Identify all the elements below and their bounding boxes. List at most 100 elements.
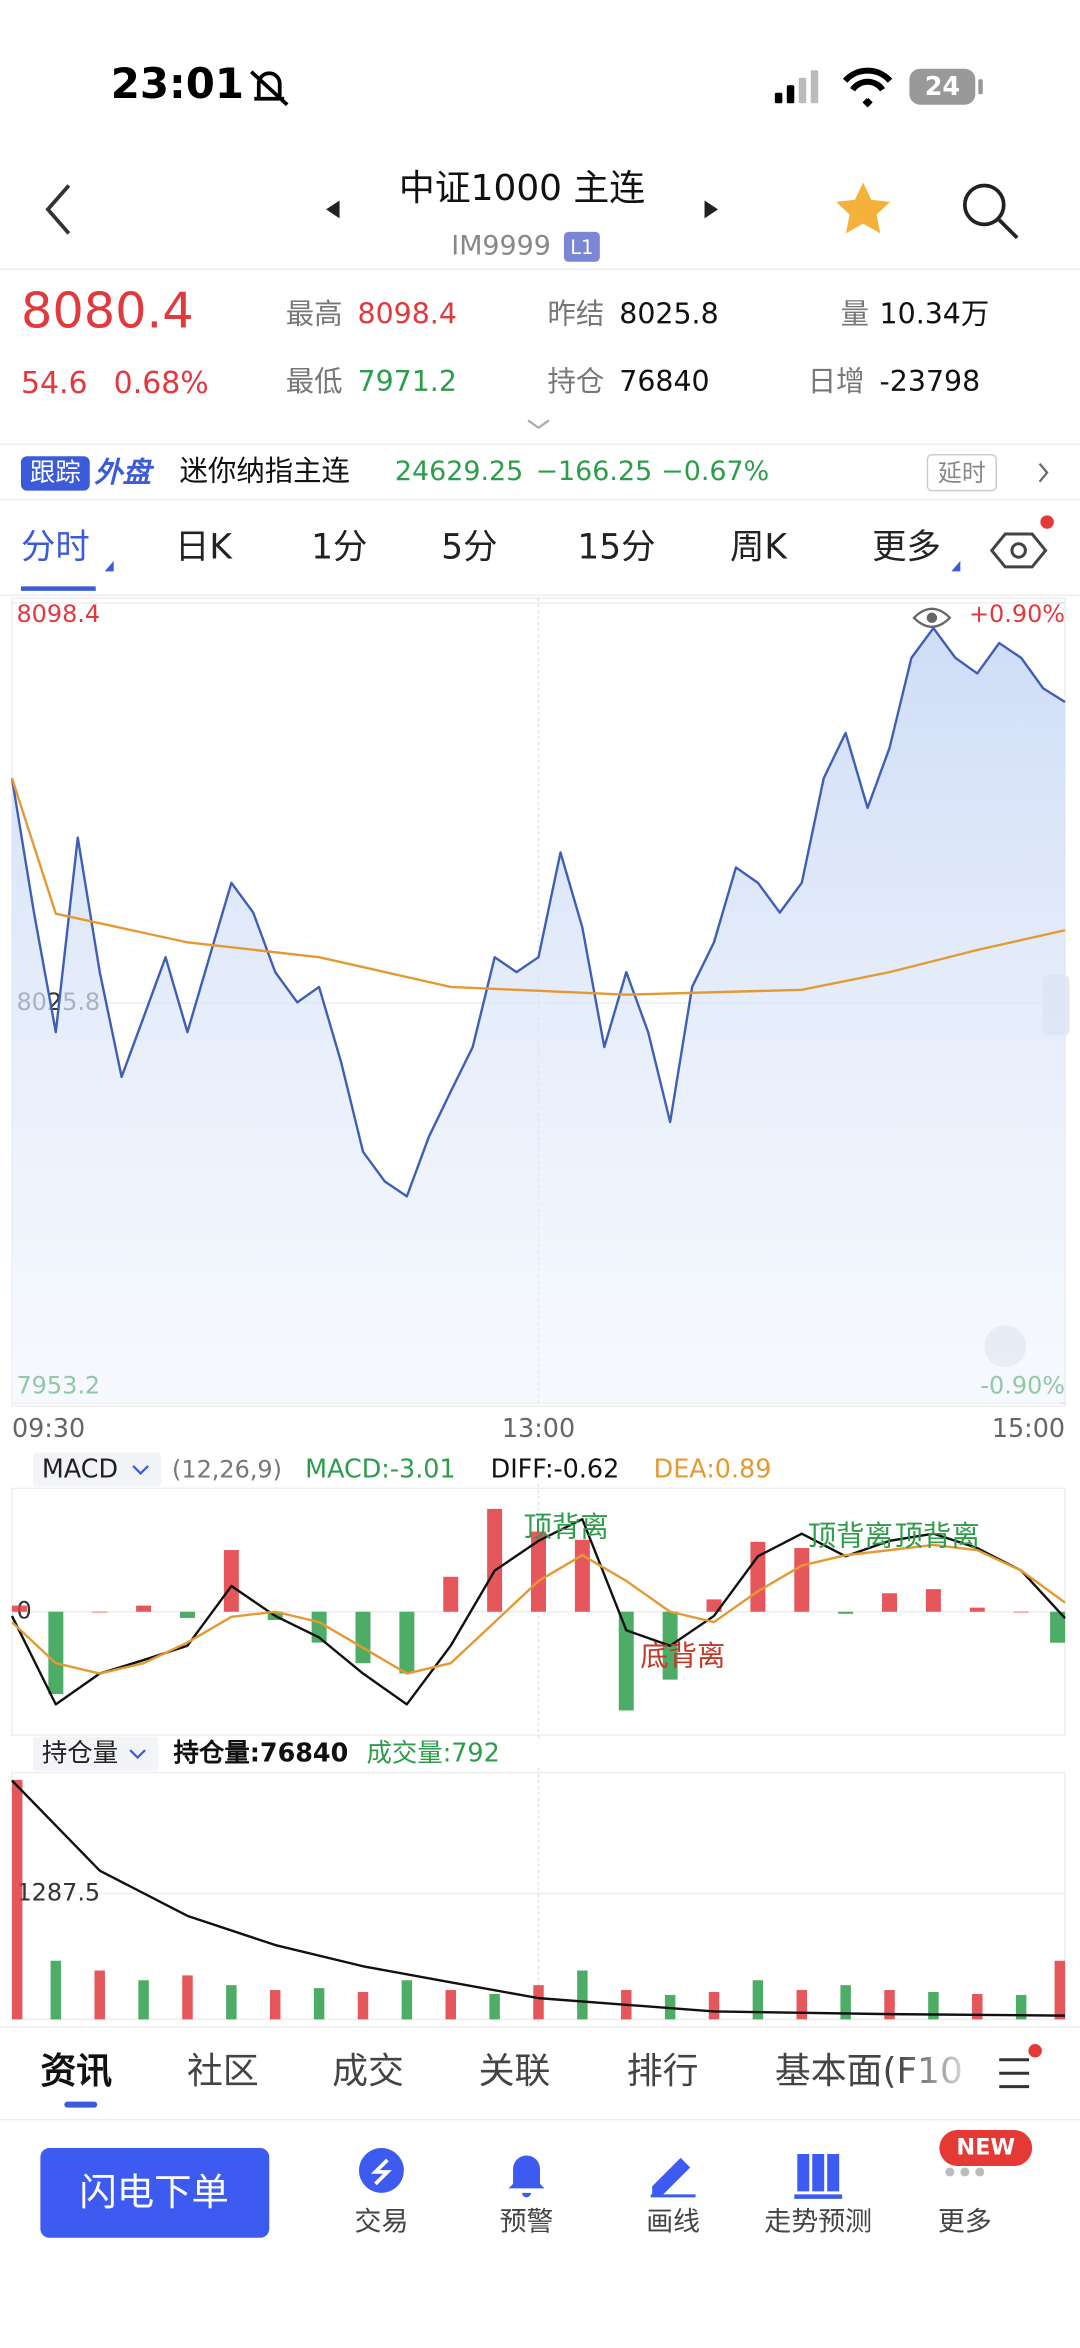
- prev-contract[interactable]: [326, 200, 340, 219]
- toolbar-item[interactable]: 更多: [938, 2206, 992, 2237]
- chart: 0: [10, 1508, 1066, 1711]
- favorite-star[interactable]: [836, 182, 891, 234]
- bar: [533, 1985, 544, 2020]
- annotation: 顶背离: [895, 1520, 980, 1553]
- bar: [487, 1508, 503, 1612]
- bar: [969, 1607, 985, 1612]
- line: [11, 1779, 1066, 2017]
- y-tick-label: 8098.4: [16, 600, 100, 628]
- high-label: 最高: [286, 298, 343, 331]
- indicator-name: 持仓量: [42, 1738, 118, 1768]
- volume-label: 量: [841, 298, 869, 331]
- annotation: 顶背离: [808, 1520, 893, 1553]
- period-tab[interactable]: 分时: [21, 527, 90, 567]
- indicator-select[interactable]: [32, 1452, 162, 1487]
- indicator-params: (12,26,9): [172, 1455, 282, 1483]
- tab-fade: [897, 2041, 982, 2102]
- order-button[interactable]: [40, 2148, 270, 2238]
- low-label: 最低: [286, 365, 343, 398]
- chart: 1287.5: [11, 1779, 1066, 2020]
- y2-tick-label: +0.90%: [969, 600, 1065, 628]
- bar: [618, 1611, 634, 1711]
- mute-icon: [250, 70, 289, 107]
- bar: [226, 1985, 237, 2020]
- plots: 7953.28025.88098.4-0.90%+0.90%09:3013:00…: [10, 598, 1066, 2023]
- indicator-select[interactable]: [32, 1736, 159, 1772]
- change-pct: 0.68%: [114, 366, 209, 401]
- toolbar-item[interactable]: 交易: [355, 2206, 409, 2237]
- high: 8098.4: [358, 298, 457, 331]
- period-tab[interactable]: 周K: [730, 527, 788, 567]
- toolbar-item[interactable]: 走势预测: [764, 2206, 872, 2237]
- bar: [1050, 1611, 1066, 1643]
- bar: [136, 1605, 152, 1612]
- indicator-name: MACD: [42, 1453, 118, 1483]
- eye-icon[interactable]: [912, 607, 952, 628]
- chart: 7953.28025.88098.4-0.90%+0.90%09:3013:00…: [10, 598, 1066, 2023]
- bar: [50, 1960, 62, 2020]
- ticker-pct: −0.67%: [661, 456, 769, 487]
- ticker-arrow[interactable]: [1038, 462, 1049, 483]
- ticker-change: −166.25: [536, 456, 653, 487]
- bar: [752, 1980, 764, 2020]
- info-tab[interactable]: 资讯: [40, 2051, 112, 2092]
- bar: [355, 1611, 371, 1664]
- battery-tip: [978, 79, 983, 95]
- menu-button[interactable]: [999, 2044, 1042, 2089]
- bar: [925, 1589, 941, 1612]
- settings-button[interactable]: [989, 515, 1054, 569]
- status-time: 23:01: [111, 59, 244, 108]
- toolbar-item[interactable]: 预警: [500, 2206, 554, 2237]
- info-tab[interactable]: 社区: [187, 2051, 259, 2092]
- macd-annotations: 顶背离 底背离 顶背离 顶背离: [524, 1511, 980, 1673]
- tab-underline: [64, 2101, 98, 2108]
- bar: [574, 1539, 590, 1612]
- ticker-name[interactable]: 迷你纳指主连: [180, 455, 350, 488]
- annotation: 底背离: [640, 1639, 725, 1672]
- oi-label: 持仓: [547, 365, 604, 398]
- last-price: 8080.4: [21, 282, 194, 340]
- contract-title: 中证1000 主连: [399, 168, 645, 209]
- y-tick-label: 1287.5: [16, 1879, 100, 1907]
- low: 7971.2: [358, 365, 457, 398]
- info-tab[interactable]: 关联: [479, 2051, 551, 2092]
- bar: [838, 1611, 854, 1614]
- search-button[interactable]: [962, 183, 1019, 240]
- line: [10, 626, 1066, 1198]
- quote-grid: 最高 8098.4 最低 7971.2 昨结 8025.8 持仓 76840 量…: [286, 298, 990, 398]
- period-tab[interactable]: 更多: [872, 527, 941, 567]
- x-tick-label: 09:30: [12, 1413, 85, 1443]
- bar: [92, 1611, 108, 1613]
- bar: [972, 1993, 983, 2020]
- ticker-badge-a: 跟踪: [30, 457, 81, 487]
- macd-readout: MACD:-3.01: [305, 1453, 455, 1483]
- bar: [1054, 1960, 1066, 2020]
- bar: [443, 1576, 459, 1612]
- back-button[interactable]: [45, 184, 71, 235]
- info-tab[interactable]: 成交: [332, 2051, 404, 2092]
- bar: [928, 1991, 939, 2020]
- period-tab[interactable]: 日K: [175, 527, 233, 567]
- x-tick-label: 13:00: [502, 1413, 575, 1443]
- expand-chevron[interactable]: [527, 419, 550, 430]
- change: 54.6: [21, 366, 88, 401]
- info-tab[interactable]: 排行: [627, 2051, 699, 2092]
- oi: 76840: [619, 365, 709, 398]
- period-tab[interactable]: 5分: [441, 527, 497, 567]
- period-tab[interactable]: 15分: [577, 527, 655, 567]
- tab-underline: [20, 586, 96, 591]
- toolbar-item[interactable]: 画线: [646, 2206, 700, 2237]
- annotation: 顶背离: [524, 1511, 609, 1544]
- contract-code: IM9999: [451, 230, 551, 261]
- bar: [270, 1990, 281, 2020]
- more-icon: [945, 2167, 985, 2177]
- period-tab[interactable]: 1分: [311, 527, 367, 567]
- bar: [180, 1611, 195, 1618]
- new-badge-text: NEW: [956, 2135, 1015, 2161]
- bar: [577, 1970, 588, 2020]
- bar: [313, 1988, 325, 2020]
- bar: [1013, 1611, 1029, 1613]
- bar: [182, 1975, 193, 2020]
- next-contract[interactable]: [704, 200, 719, 219]
